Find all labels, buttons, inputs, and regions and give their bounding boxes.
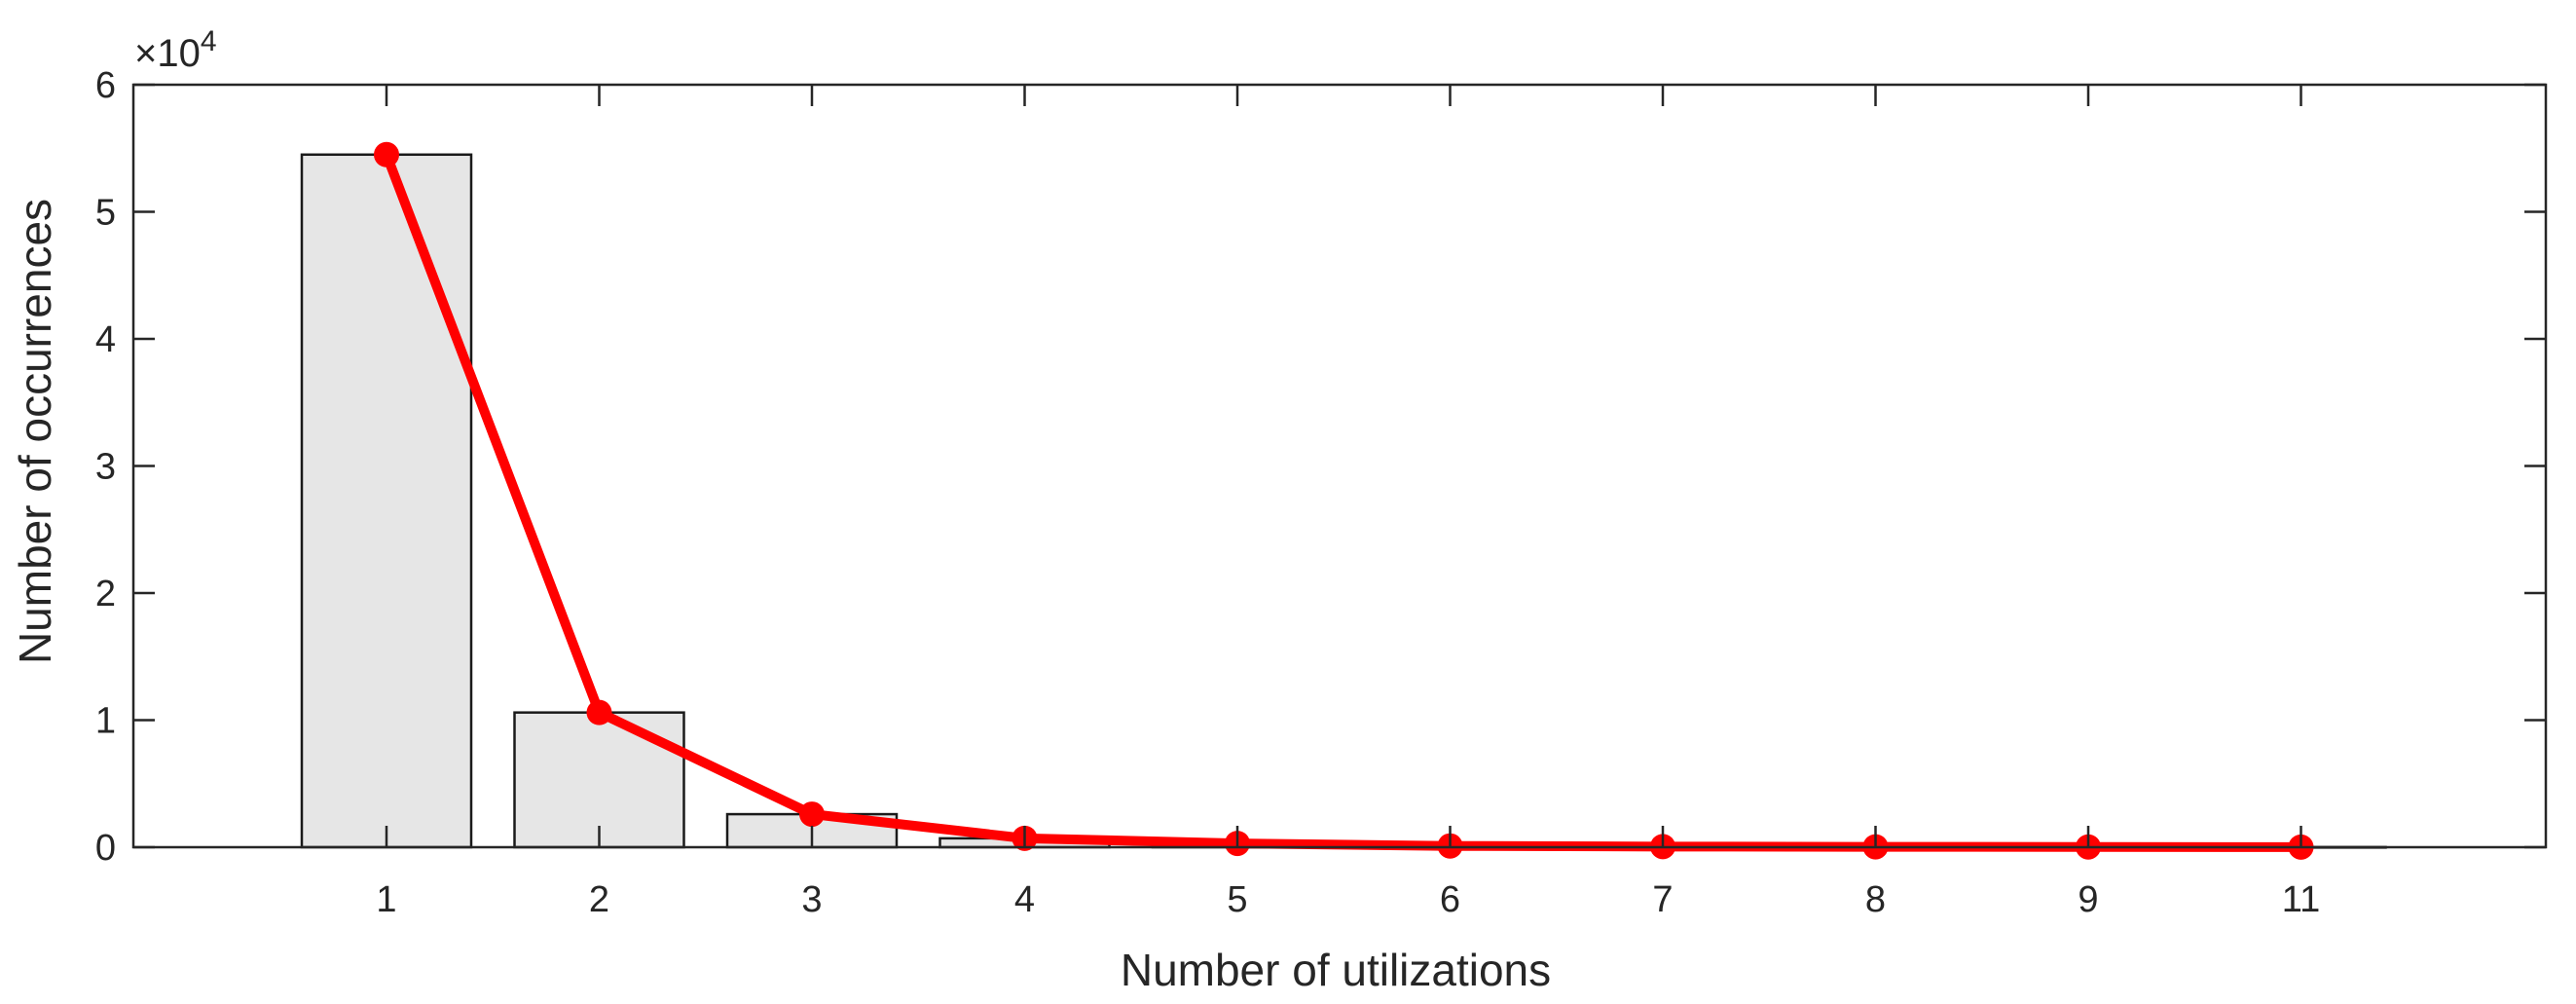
y-tick-label: 4	[95, 319, 116, 360]
y-tick-label: 0	[95, 828, 116, 869]
x-tick-label: 4	[1014, 879, 1035, 920]
x-tick-label: 11	[2282, 879, 2320, 920]
y-axis-exponent: ×104	[134, 25, 217, 75]
x-tick-label: 3	[801, 879, 822, 920]
line-point-3	[799, 801, 825, 828]
line-point-1	[374, 141, 399, 167]
y-tick-label: 5	[95, 193, 116, 234]
plot-area-frame	[131, 83, 2548, 849]
x-tick-label: 7	[1652, 879, 1673, 920]
x-tick-label: 1	[376, 879, 396, 920]
x-axis-title: Number of utilizations	[1121, 945, 1551, 995]
y-axis: 0 1 2 3 4 5 6	[95, 65, 2546, 869]
x-axis: 1 2 3 4 5 6 7 8 9 11	[376, 85, 2320, 920]
x-tick-label: 2	[589, 879, 609, 920]
y-tick-label: 3	[95, 447, 116, 488]
y-tick-label: 6	[95, 65, 116, 106]
x-tick-label: 6	[1440, 879, 1460, 920]
line-point-2	[586, 699, 612, 725]
x-tick-label: 5	[1227, 879, 1247, 920]
y-axis-title: Number of occurrences	[10, 199, 60, 664]
trend-line	[382, 149, 2306, 852]
y-tick-label: 1	[95, 701, 116, 742]
x-tick-label: 8	[1865, 879, 1886, 920]
bar-series	[300, 153, 2387, 849]
x-tick-label: 9	[2078, 879, 2098, 920]
bar-1	[300, 153, 473, 849]
y-tick-label: 2	[95, 574, 116, 614]
